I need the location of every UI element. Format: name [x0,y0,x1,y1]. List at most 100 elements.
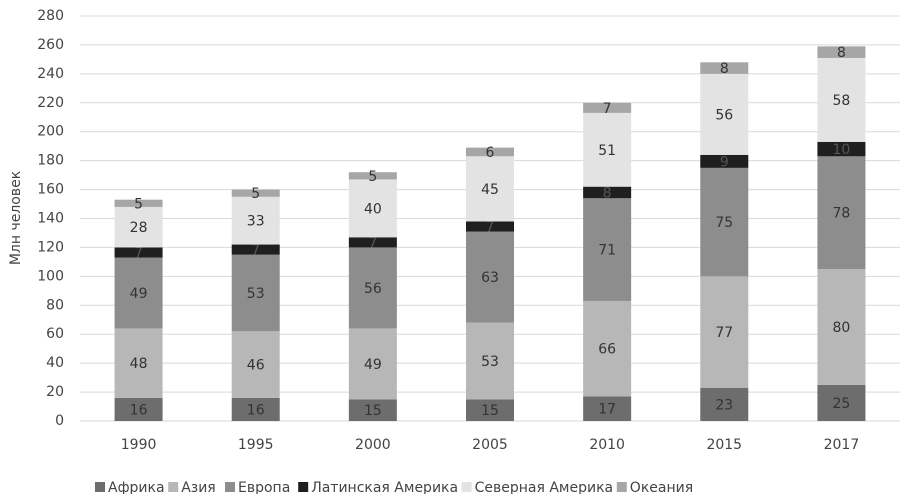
y-tick-label: 160 [37,182,64,198]
y-axis-label: Млн человек [8,171,24,265]
legend-label: Африка [108,480,165,494]
y-tick-label: 280 [37,8,64,24]
y-tick-label: 20 [46,384,64,400]
data-label: 7 [603,101,612,117]
y-tick-label: 260 [37,37,64,53]
bar-segment [231,189,280,197]
bar-segment [700,387,749,421]
data-label: 10 [833,142,851,158]
y-tick-label: 240 [37,66,64,82]
data-label: 25 [833,396,851,412]
bar-segment [466,399,514,421]
data-label: 78 [833,206,851,222]
data-label: 7 [134,245,143,261]
y-tick-label: 200 [37,124,64,140]
bar-segment [231,196,280,245]
data-label: 28 [130,220,148,236]
data-label: 16 [247,402,265,418]
x-tick-label: 2015 [706,437,742,453]
data-label: 16 [130,402,148,418]
bar-segment [817,384,866,421]
y-tick-label: 60 [46,326,64,342]
data-label: 8 [603,185,612,201]
bar-segment [466,231,514,323]
x-tick-label: 2010 [589,437,625,453]
bar-segment [348,172,397,180]
data-label: 7 [486,219,495,235]
legend-label: Океания [630,480,693,494]
data-label: 51 [598,143,616,159]
y-tick-label: 0 [55,413,64,429]
y-tick-label: 220 [37,95,64,111]
legend-label: Азия [181,480,216,494]
bar-segment [114,199,163,207]
data-label: 7 [251,243,260,259]
bar-segment [348,328,397,400]
legend-swatch [616,482,627,492]
legend-swatch [298,482,309,492]
bar-segment [348,247,397,329]
x-tick-label: 2017 [824,437,860,453]
y-tick-label: 120 [37,239,64,255]
bar-segment [583,112,632,187]
bar-segment [114,328,163,398]
data-label: 77 [715,325,733,341]
bar-segment [114,247,163,258]
bar-segment [700,276,749,388]
bar-segment [700,154,749,168]
data-label: 63 [481,270,499,286]
y-tick-label: 100 [37,268,64,284]
data-label: 15 [364,403,382,419]
bar-segment [466,221,514,232]
y-tick-label: 40 [46,355,64,371]
bar-segment [817,57,866,142]
x-tick-label: 2005 [472,437,508,453]
bar-segment [817,46,866,58]
bar-segment [583,396,632,421]
bar-segment [231,244,280,255]
bar-segment [114,257,163,329]
bar-segment [700,73,749,155]
bar-segment [114,206,163,248]
data-label: 58 [833,93,851,109]
x-tick-label: 2000 [355,437,391,453]
data-label: 7 [368,235,377,251]
bar-segment [348,179,397,238]
bar-segment [231,331,280,398]
y-tick-label: 180 [37,153,64,169]
data-label: 49 [130,286,148,302]
data-label: 53 [247,286,265,302]
data-label: 49 [364,357,382,373]
data-label: 71 [598,243,616,259]
bar-segment [583,300,632,397]
data-label: 23 [715,397,733,413]
bar-segment [466,156,514,222]
bar-segment [583,102,632,113]
data-label: 9 [720,154,729,170]
legend-label: Европа [238,480,290,494]
data-label: 8 [837,45,846,61]
legend-label: Латинская Америка [311,480,458,494]
legend-swatch [168,482,179,492]
legend-swatch [95,482,105,492]
bar-segment [817,269,866,385]
data-label: 33 [247,214,265,230]
data-label: 6 [486,145,495,161]
bar-segment [348,237,397,248]
bar-segment [700,167,749,277]
bar-segment [114,397,163,421]
data-label: 48 [130,356,148,372]
y-tick-label: 80 [46,297,64,313]
data-label: 66 [598,342,616,358]
legend-swatch [461,482,472,492]
bar-segment [231,254,280,332]
bar-segment [817,141,866,157]
bar-segment [231,397,280,421]
bar-segment [466,147,514,157]
bar-segment [583,186,632,199]
data-label: 17 [598,402,616,418]
y-tick-label: 140 [37,211,64,227]
data-label: 75 [715,215,733,231]
bar-segment [583,198,632,301]
